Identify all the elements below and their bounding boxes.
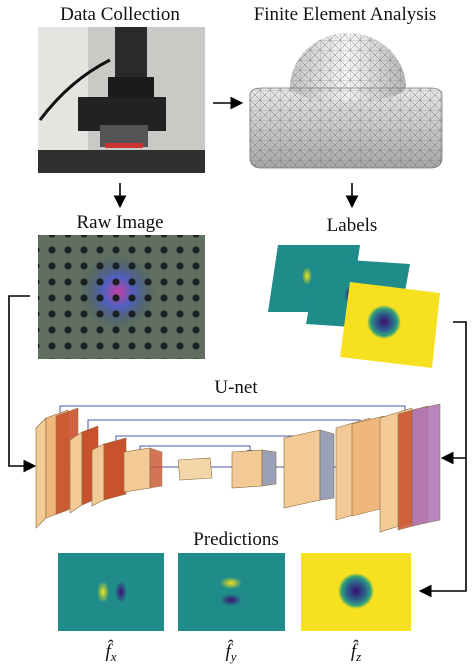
prediction-maps xyxy=(58,553,411,631)
panel-title: Raw Image xyxy=(76,212,163,233)
output-subscript: y xyxy=(229,649,237,664)
fea-mesh xyxy=(249,33,443,169)
output-symbol: f̂ xyxy=(351,640,360,662)
output-symbol: f̂ xyxy=(105,640,114,662)
output-subscript: z xyxy=(355,649,361,664)
panel-title: Finite Element Analysis xyxy=(254,4,437,25)
raw-image xyxy=(38,235,205,359)
unet xyxy=(35,403,441,533)
arrow xyxy=(418,458,467,598)
arrow xyxy=(8,295,37,473)
output-symbol: f̂ xyxy=(225,640,234,662)
output-label: f̂x xyxy=(105,640,116,664)
output-label: f̂y xyxy=(225,640,236,664)
output-label: f̂z xyxy=(351,640,361,664)
panel-title: Predictions xyxy=(193,529,279,550)
panel-title: Labels xyxy=(327,215,378,236)
output-subscript: x xyxy=(110,649,117,664)
label-maps xyxy=(268,245,440,368)
panel-title: U-net xyxy=(214,377,258,398)
photo xyxy=(38,27,205,173)
panel-title: Data Collection xyxy=(60,4,180,25)
arrow xyxy=(440,321,467,465)
